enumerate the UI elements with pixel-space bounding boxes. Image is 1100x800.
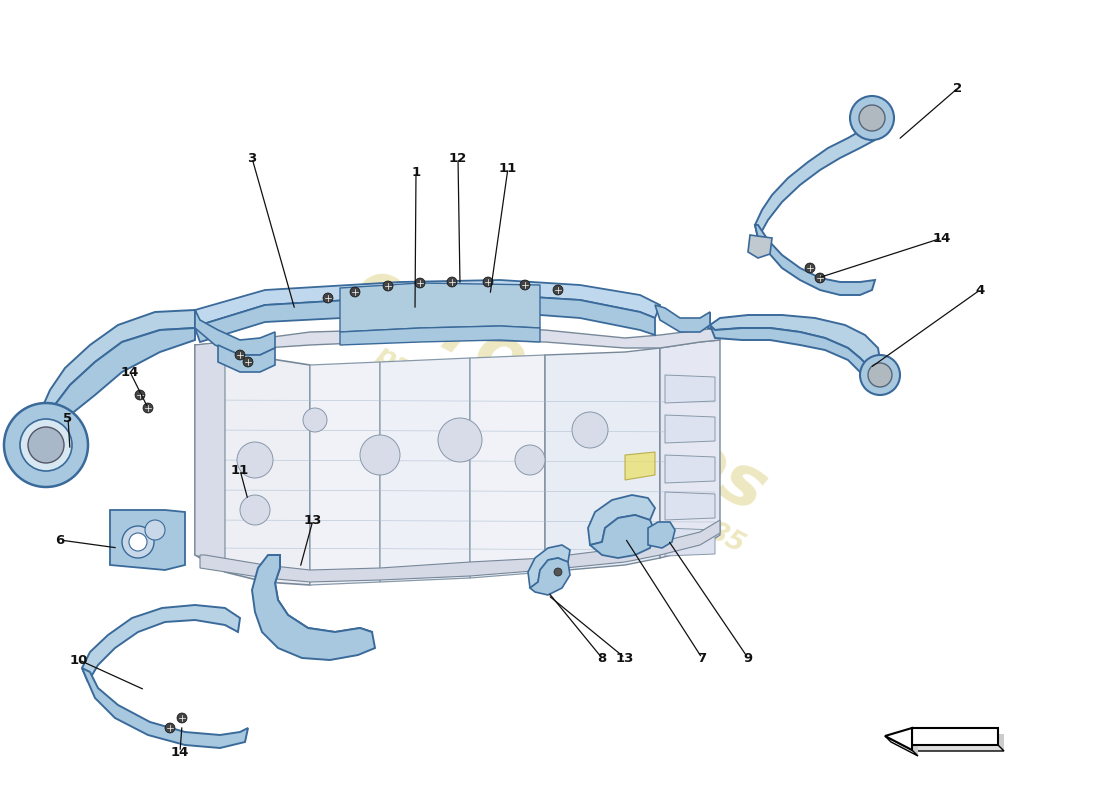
Polygon shape	[82, 668, 248, 748]
Polygon shape	[262, 555, 372, 650]
Circle shape	[129, 533, 147, 551]
Polygon shape	[660, 340, 720, 558]
Polygon shape	[755, 225, 874, 295]
Polygon shape	[912, 745, 1004, 751]
Polygon shape	[708, 312, 880, 368]
Polygon shape	[886, 736, 918, 756]
Polygon shape	[625, 452, 654, 480]
Circle shape	[28, 427, 64, 463]
Text: 13: 13	[616, 651, 635, 665]
Polygon shape	[42, 328, 195, 430]
Text: 4: 4	[976, 283, 984, 297]
Polygon shape	[648, 522, 675, 548]
Circle shape	[143, 403, 153, 413]
Polygon shape	[918, 734, 1004, 751]
Circle shape	[859, 105, 886, 131]
Circle shape	[235, 350, 245, 360]
Circle shape	[515, 445, 544, 475]
Circle shape	[383, 281, 393, 291]
Circle shape	[177, 713, 187, 723]
Text: 14: 14	[170, 746, 189, 758]
Circle shape	[868, 363, 892, 387]
Circle shape	[360, 435, 400, 475]
Polygon shape	[195, 310, 275, 355]
Polygon shape	[755, 125, 880, 238]
Text: 11: 11	[231, 463, 249, 477]
Polygon shape	[310, 362, 380, 585]
Polygon shape	[590, 515, 654, 558]
Polygon shape	[379, 358, 470, 582]
Circle shape	[805, 263, 815, 273]
Circle shape	[135, 390, 145, 400]
Text: 9: 9	[744, 651, 752, 665]
Polygon shape	[666, 375, 715, 403]
Polygon shape	[748, 235, 772, 258]
Circle shape	[302, 408, 327, 432]
Polygon shape	[110, 510, 185, 570]
Circle shape	[572, 412, 608, 448]
Polygon shape	[340, 283, 540, 332]
Circle shape	[415, 278, 425, 288]
Polygon shape	[528, 545, 570, 588]
Polygon shape	[666, 492, 715, 520]
Polygon shape	[666, 415, 715, 443]
Circle shape	[165, 723, 175, 733]
Text: 6: 6	[55, 534, 65, 546]
Text: 13: 13	[304, 514, 322, 526]
Polygon shape	[195, 342, 226, 565]
Polygon shape	[666, 455, 715, 483]
Polygon shape	[218, 345, 275, 372]
Text: 14: 14	[933, 231, 952, 245]
Circle shape	[438, 418, 482, 462]
Polygon shape	[530, 558, 570, 595]
Circle shape	[483, 277, 493, 287]
Text: 8: 8	[597, 651, 606, 665]
Text: 5: 5	[64, 411, 73, 425]
Text: 10: 10	[69, 654, 88, 666]
Polygon shape	[42, 310, 195, 422]
Polygon shape	[195, 280, 660, 325]
Text: 14: 14	[121, 366, 140, 378]
Polygon shape	[544, 348, 660, 572]
Text: 12: 12	[449, 151, 468, 165]
Text: 7: 7	[697, 651, 706, 665]
Circle shape	[20, 419, 72, 471]
Polygon shape	[195, 328, 720, 358]
Circle shape	[236, 442, 273, 478]
Polygon shape	[195, 295, 654, 342]
Circle shape	[815, 273, 825, 283]
Circle shape	[860, 355, 900, 395]
Circle shape	[323, 293, 333, 303]
Circle shape	[850, 96, 894, 140]
Polygon shape	[654, 305, 710, 332]
Polygon shape	[710, 325, 880, 382]
Polygon shape	[252, 555, 375, 660]
Circle shape	[4, 403, 88, 487]
Text: passion for excellence 1985: passion for excellence 1985	[371, 342, 749, 558]
Polygon shape	[891, 734, 918, 756]
Polygon shape	[200, 520, 720, 582]
Circle shape	[243, 357, 253, 367]
Polygon shape	[886, 728, 912, 750]
Circle shape	[447, 277, 456, 287]
Polygon shape	[666, 528, 715, 556]
Circle shape	[520, 280, 530, 290]
Polygon shape	[340, 326, 540, 345]
Circle shape	[553, 285, 563, 295]
Polygon shape	[588, 495, 654, 545]
Text: 11: 11	[499, 162, 517, 174]
Circle shape	[145, 520, 165, 540]
Text: eurospares: eurospares	[342, 252, 778, 528]
Text: 3: 3	[248, 151, 256, 165]
Polygon shape	[470, 355, 544, 578]
Text: 1: 1	[411, 166, 420, 178]
Text: 2: 2	[954, 82, 962, 94]
Polygon shape	[82, 605, 240, 682]
Circle shape	[554, 568, 562, 576]
Polygon shape	[195, 345, 310, 585]
Circle shape	[350, 287, 360, 297]
Polygon shape	[912, 728, 998, 745]
Circle shape	[240, 495, 270, 525]
Circle shape	[122, 526, 154, 558]
